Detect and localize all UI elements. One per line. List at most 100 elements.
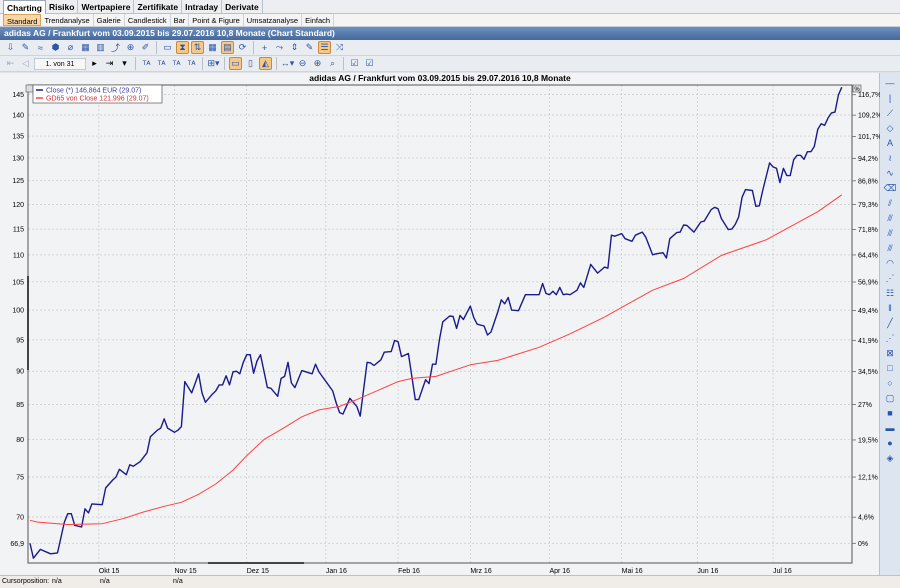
legend-close: Close (*) 146,864 EUR (29.07)	[46, 88, 141, 95]
parallel-icon[interactable]: ⫻	[887, 212, 893, 223]
ta-edit-icon[interactable]: ᵀᴬ	[172, 58, 181, 69]
cursor-value-2: n/a	[100, 578, 110, 585]
ellipse-icon[interactable]: ○	[887, 378, 893, 388]
watch-icon[interactable]: ⌀	[67, 42, 74, 52]
ta-list-icon[interactable]: ᵀᴬ	[187, 58, 196, 69]
draw-icon[interactable]: ✐	[141, 42, 150, 52]
cursor-value-1: n/a	[52, 578, 62, 585]
next-icon[interactable]: ▸	[92, 58, 97, 68]
percent-toggle-icon[interactable]	[852, 84, 862, 93]
delete-drawings-icon[interactable]: ⌫	[883, 182, 897, 193]
dropdown-icon[interactable]: ▾	[122, 58, 127, 68]
scale-icon[interactable]: ⇅	[191, 41, 204, 54]
volume-icon[interactable]: ▥	[96, 42, 105, 52]
rounded-rect-icon[interactable]: ▢	[885, 392, 895, 403]
y-tick-label: 135	[12, 134, 24, 141]
subtab-bar[interactable]: Bar	[171, 14, 190, 26]
price-chart[interactable]: adidas AG / Frankfurt vom 03.09.2015 bis…	[0, 0, 880, 575]
chart-frame-icon[interactable]: ▭	[229, 57, 242, 70]
y-tick-label: 115	[13, 227, 24, 234]
main-toolbar: ⇩ ✎ ≈ ⬢ ⌀ ▦ ▥ ⤴ ⊕ ✐ ▭ ⧗ ⇅ ▦ ▤ ⟳ + ⤳ ⇕ ✎ ☰ ⤨	[0, 40, 900, 56]
arrows-icon[interactable]: ⇕	[290, 42, 299, 52]
filled-rect-icon[interactable]: ■	[887, 408, 893, 418]
zoom-fit-icon[interactable]: ⌕	[329, 58, 336, 68]
previous-icon[interactable]: ◁	[22, 58, 29, 68]
retracement-icon[interactable]: ☷	[885, 287, 895, 298]
price-scale-icon[interactable]: ⧗	[176, 41, 189, 54]
horizontal-line-icon[interactable]: —	[885, 78, 895, 88]
first-page-icon[interactable]: ⇤	[6, 58, 15, 68]
line-icon[interactable]: ╱	[887, 317, 893, 328]
horizontal-scroll-indicator[interactable]	[208, 562, 304, 564]
tab-risiko[interactable]: Risiko	[46, 0, 79, 14]
ta-icon[interactable]: ᵀᴬ	[142, 58, 151, 69]
pencil-icon[interactable]: ✎	[305, 42, 314, 52]
tab-intraday[interactable]: Intraday	[182, 0, 223, 14]
rectangle-icon[interactable]: □	[887, 363, 893, 373]
channel-icon[interactable]: ⫽	[887, 197, 892, 208]
chart-title: adidas AG / Frankfurt vom 03.09.2015 bis…	[309, 73, 571, 83]
fan-icon[interactable]: ⋰	[885, 272, 895, 283]
chart-area[interactable]	[0, 73, 880, 575]
indicator-icon[interactable]: ⬢	[51, 42, 60, 52]
chart-window-icon[interactable]: ▭	[163, 42, 172, 52]
tab-charting[interactable]: Charting	[3, 0, 46, 14]
subtab-point-figure[interactable]: Point & Figure	[189, 14, 244, 26]
auto-scale-icon[interactable]	[25, 84, 34, 93]
regression-icon[interactable]: ⫻	[887, 227, 893, 238]
gann-grid-icon[interactable]: ⊠	[886, 347, 894, 358]
y-tick-label: 80	[16, 437, 24, 444]
screen-icon[interactable]: ▦	[81, 42, 90, 52]
filled-ellipse-icon[interactable]: ●	[887, 438, 893, 448]
subtab-einfach[interactable]: Einfach	[302, 14, 335, 26]
subtab-galerie[interactable]: Galerie	[94, 14, 125, 26]
subtab-umsatzanalyse[interactable]: Umsatzanalyse	[244, 14, 303, 26]
curve-icon[interactable]: ∿	[886, 167, 894, 178]
fibonacci-arc-icon[interactable]: ◠	[886, 257, 894, 268]
last-page-icon[interactable]: ⇥	[105, 58, 114, 68]
chart-alt-icon[interactable]: ⤨	[335, 42, 344, 52]
trend-line-icon[interactable]: ⟋	[886, 107, 894, 118]
chart-view-icon[interactable]: ▤	[221, 41, 234, 54]
drawing-toolbar: — | ⟋ ◇ A ≀ ∿ ⌫ ⫽ ⫻ ⫻ ⫻ ◠ ⋰ ☷ ‖ ╱ ⋰ ⊠ □ ○ ▢ ■ ▬ ● ◈	[880, 73, 900, 575]
trend-icon[interactable]: ⤳	[275, 42, 284, 52]
area-icon[interactable]: ◭	[259, 57, 272, 70]
grid-dropdown-icon[interactable]: ⊞▾	[207, 58, 220, 68]
text-icon[interactable]: A	[886, 138, 893, 148]
vertical-line-icon[interactable]: |	[888, 93, 892, 103]
time-zones-icon[interactable]: ‖	[888, 303, 892, 313]
x-tick-label: Mai 16	[622, 568, 643, 575]
zoom-in-icon[interactable]: ⊕	[313, 58, 322, 68]
range-dropdown-icon[interactable]: ↔▾	[280, 58, 295, 68]
gann-fan-icon[interactable]: ⋰	[885, 332, 895, 343]
sell-icon[interactable]: ☑	[365, 58, 374, 68]
ta-filter-icon[interactable]: ᵀᴬ	[157, 58, 166, 69]
eraser-icon[interactable]: ◈	[886, 452, 894, 463]
globe-icon[interactable]: ⊕	[126, 42, 135, 52]
refresh-icon[interactable]: ⟳	[238, 42, 247, 52]
vertical-scroll-indicator[interactable]	[27, 276, 29, 370]
layout-icon[interactable]: ☰	[318, 41, 331, 54]
page-field[interactable]: 1. von 31	[34, 57, 86, 70]
y-tick-label: 125	[12, 178, 24, 185]
zoom-out-icon[interactable]: ⊖	[298, 58, 307, 68]
subtab-standard[interactable]: Standard	[3, 14, 42, 26]
window-icon[interactable]: ▯	[248, 58, 253, 68]
legend-gd65: GD65 von Close 121,996 (29.07)	[46, 96, 149, 103]
filled-rounded-icon[interactable]: ▬	[885, 423, 895, 433]
ray-icon[interactable]: ◇	[886, 122, 894, 133]
add-chart-icon[interactable]: ⤴	[110, 43, 120, 53]
freehand-icon[interactable]: ≀	[888, 152, 892, 163]
subtab-trendanalyse[interactable]: Trendanalyse	[41, 14, 94, 26]
compare-icon[interactable]: ≈	[38, 42, 43, 53]
grid-icon[interactable]: ▦	[208, 42, 217, 52]
add-instrument-icon[interactable]: ⇩	[6, 42, 15, 52]
tab-zertifikate[interactable]: Zertifikate	[134, 0, 183, 14]
channel-alt-icon[interactable]: ⫻	[887, 242, 893, 253]
tab-wertpapiere[interactable]: Wertpapiere	[78, 0, 135, 14]
tab-derivate[interactable]: Derivate	[222, 0, 263, 14]
comment-icon[interactable]: ✎	[21, 42, 30, 52]
subtab-candlestick[interactable]: Candlestick	[125, 14, 171, 26]
buy-icon[interactable]: ☑	[350, 58, 359, 68]
crosshair-icon[interactable]: +	[261, 42, 268, 53]
